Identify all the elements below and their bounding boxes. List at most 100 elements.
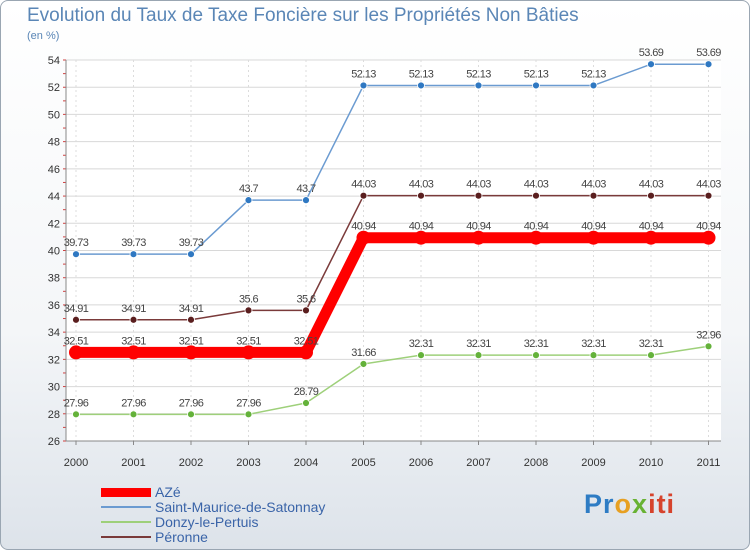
data-point-peronne [129, 315, 138, 324]
data-point-aze [241, 345, 256, 360]
x-tick-label: 2005 [351, 457, 375, 469]
data-point-saint-maurice-de-satonnay [417, 81, 425, 90]
y-tick-label: 48 [48, 137, 60, 149]
data-label-saint-maurice-de-satonnay: 52.13 [351, 68, 376, 80]
data-point-aze [184, 345, 198, 360]
data-point-saint-maurice-de-satonnay [359, 81, 368, 90]
y-tick-label: 26 [48, 436, 60, 448]
x-tick-label: 2010 [639, 457, 663, 469]
data-label-saint-maurice-de-satonnay: 39.73 [179, 237, 204, 249]
data-label-peronne: 44.03 [524, 179, 549, 191]
legend-swatch-donzy [101, 521, 151, 523]
data-label-saint-maurice-de-satonnay: 39.73 [64, 237, 89, 249]
data-point-saint-maurice-de-satonnay [129, 250, 138, 259]
data-label-donzy-le-pertuis: 32.31 [639, 338, 664, 350]
data-point-donzy-le-pertuis [244, 410, 253, 419]
proxiti-logo: Proxiti [584, 489, 675, 520]
data-point-saint-maurice-de-satonnay [589, 81, 598, 90]
data-point-donzy-le-pertuis [417, 351, 425, 360]
data-point-saint-maurice-de-satonnay [302, 196, 310, 205]
data-label-peronne: 34.91 [121, 303, 146, 315]
legend-swatch-saint-maurice [101, 506, 151, 508]
data-label-peronne: 44.03 [351, 179, 376, 191]
x-tick-label: 2001 [121, 457, 145, 469]
data-point-saint-maurice-de-satonnay [72, 250, 80, 259]
x-tick-label: 2006 [409, 457, 433, 469]
data-point-aze [126, 345, 141, 360]
legend-swatch-peronne [101, 536, 151, 538]
data-label-aze: 32.51 [236, 335, 261, 347]
y-tick-label: 44 [48, 191, 60, 203]
data-point-peronne [532, 191, 540, 200]
data-label-peronne: 44.03 [696, 179, 721, 191]
data-point-donzy-le-pertuis [704, 342, 713, 351]
data-label-donzy-le-pertuis: 32.96 [696, 329, 721, 341]
data-label-donzy-le-pertuis: 27.96 [236, 397, 261, 409]
data-label-peronne: 44.03 [639, 179, 664, 191]
data-point-aze [471, 230, 486, 245]
data-point-aze [701, 230, 716, 245]
y-tick-label: 38 [48, 273, 60, 285]
y-tick-label: 30 [48, 382, 60, 394]
logo-part-3: x [632, 489, 649, 519]
y-tick-label: 34 [48, 327, 60, 339]
data-label-donzy-le-pertuis: 32.31 [581, 338, 606, 350]
data-label-saint-maurice-de-satonnay: 53.69 [639, 47, 664, 59]
x-tick-label: 2003 [236, 457, 260, 469]
data-label-saint-maurice-de-satonnay: 43.7 [296, 183, 315, 195]
x-tick-label: 2004 [294, 457, 318, 469]
data-label-donzy-le-pertuis: 31.66 [351, 347, 376, 359]
data-label-saint-maurice-de-satonnay: 53.69 [696, 47, 721, 59]
data-point-saint-maurice-de-satonnay [474, 81, 483, 90]
y-axis-unit: (en %) [27, 30, 60, 42]
data-label-aze: 32.51 [121, 335, 146, 347]
legend-swatch-aze [101, 488, 151, 497]
data-label-aze: 32.51 [64, 335, 89, 347]
data-point-saint-maurice-de-satonnay [704, 60, 713, 69]
x-tick-label: 2002 [179, 457, 203, 469]
data-label-saint-maurice-de-satonnay: 52.13 [409, 68, 434, 80]
data-label-saint-maurice-de-satonnay: 43.7 [239, 183, 258, 195]
series-line-peronne [75, 194, 710, 321]
data-label-aze: 32.51 [179, 335, 204, 347]
data-point-donzy-le-pertuis [532, 351, 540, 360]
y-tick-label: 52 [48, 82, 60, 94]
data-point-aze [69, 345, 83, 360]
data-label-saint-maurice-de-satonnay: 52.13 [524, 68, 549, 80]
data-point-peronne [704, 191, 713, 200]
data-point-peronne [589, 191, 598, 200]
data-label-peronne: 35.6 [296, 293, 315, 305]
data-label-aze: 32.51 [294, 335, 319, 347]
data-point-aze [644, 230, 658, 245]
data-point-peronne [417, 191, 425, 200]
data-point-aze [586, 230, 601, 245]
x-tick-label: 2009 [581, 457, 605, 469]
y-tick-label: 28 [48, 409, 60, 421]
logo-part-1: Pr [584, 489, 615, 519]
data-label-saint-maurice-de-satonnay: 52.13 [581, 68, 606, 80]
x-tick-label: 2011 [697, 457, 721, 469]
data-label-aze: 40.94 [639, 221, 664, 233]
data-point-peronne [474, 191, 483, 200]
series-line-saint-maurice-de-satonnay [75, 63, 710, 255]
data-label-donzy-le-pertuis: 32.31 [466, 338, 491, 350]
data-label-aze: 40.94 [409, 221, 434, 233]
y-tick-label: 40 [48, 246, 60, 258]
series-line-donzy-le-pertuis [75, 345, 710, 416]
data-point-donzy-le-pertuis [647, 351, 655, 360]
logo-part-2: o [614, 489, 633, 519]
data-label-donzy-le-pertuis: 27.96 [64, 397, 89, 409]
data-point-donzy-le-pertuis [187, 410, 195, 419]
data-point-peronne [302, 306, 310, 315]
data-point-donzy-le-pertuis [474, 351, 483, 360]
series-line-aze [70, 232, 714, 358]
data-label-donzy-le-pertuis: 27.96 [179, 397, 204, 409]
legend-label-peronne: Péronne [155, 529, 208, 545]
y-tick-label: 50 [48, 109, 60, 121]
legend-label-donzy: Donzy-le-Pertuis [155, 514, 259, 530]
data-label-peronne: 34.91 [64, 303, 89, 315]
y-tick-label: 32 [48, 354, 60, 366]
data-point-peronne [244, 306, 253, 315]
data-label-donzy-le-pertuis: 32.31 [524, 338, 549, 350]
